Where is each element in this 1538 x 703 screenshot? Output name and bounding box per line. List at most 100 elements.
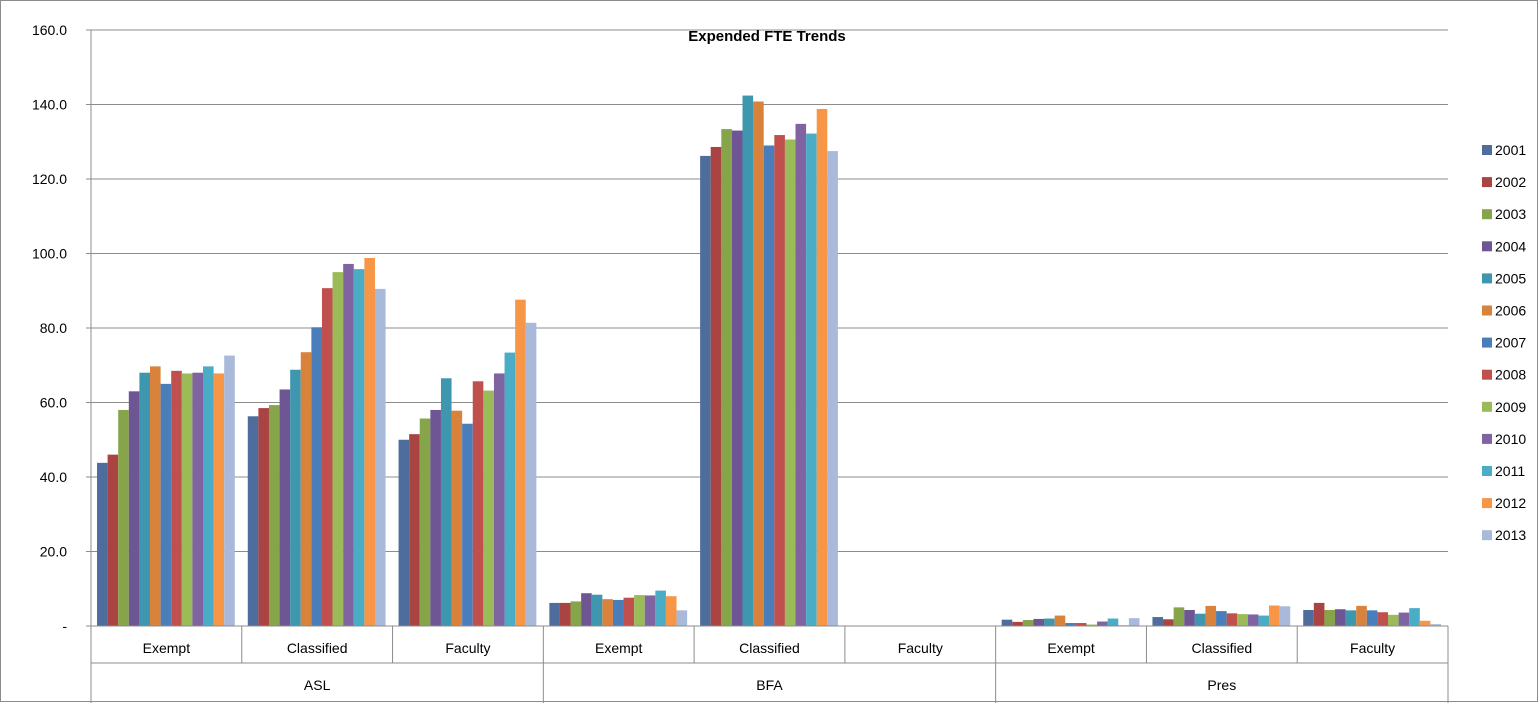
category-label: Exempt [595,640,643,656]
category-label: Faculty [898,640,943,656]
bar-2008-asl-exempt [171,370,182,626]
bar-2002-asl-exempt [107,454,119,626]
bar-2005-bfa-exempt [591,594,603,626]
bar-2007-pres-faculty [1366,610,1378,626]
bar-2007-bfa-classified [763,145,775,626]
category-label: Classified [287,640,348,656]
legend-label: 2003 [1495,206,1526,222]
legend-label: 2010 [1495,431,1526,447]
y-tick-label: 120.0 [32,171,67,187]
bar-2006-pres-faculty [1356,605,1367,626]
bar-2005-pres-classified [1194,613,1206,626]
bar-2009-bfa-classified [784,139,796,626]
y-tick-label: 160.0 [32,22,67,38]
legend-label: 2005 [1495,270,1526,286]
y-tick-label: 20.0 [40,544,67,560]
bar-2011-asl-classified [353,269,365,626]
y-tick-label: - [62,618,67,634]
bar-2001-asl-exempt [97,462,108,626]
legend: 2001 2002 2003 2004 2005 2006 2007 2008 2009 2010… [1482,142,1526,543]
bar-2004-bfa-exempt [581,593,592,626]
category-label: Exempt [1047,640,1095,656]
bar-2012-bfa-exempt [665,596,677,626]
bar-2005-asl-faculty [440,378,452,626]
bar-2009-bfa-exempt [634,595,645,626]
bar-2001-asl-classified [247,416,259,626]
bar-2003-pres-faculty [1324,609,1336,626]
bar-2008-bfa-exempt [623,597,635,626]
legend-swatch [1482,401,1492,412]
bar-2005-bfa-classified [742,95,754,626]
legend-label: 2004 [1495,238,1526,254]
bar-2004-pres-faculty [1335,609,1346,626]
bar-2006-bfa-classified [753,101,764,626]
bar-2002-bfa-classified [710,146,722,626]
bar-2009-asl-faculty [483,390,494,626]
y-tick-label: 80.0 [40,320,67,336]
bar-2004-pres-exempt [1033,618,1045,626]
bars [97,95,1442,627]
bar-2002-pres-exempt [1012,621,1023,626]
group-label: ASL [304,677,331,693]
bar-2013-asl-classified [374,288,386,626]
bar-2002-pres-classified [1163,619,1174,626]
y-tick-label: 140.0 [32,97,67,113]
legend-label: 2002 [1495,174,1526,190]
chart-title: Expended FTE Trends [688,28,846,45]
bar-2002-bfa-exempt [559,602,571,626]
bar-2008-pres-exempt [1075,623,1087,626]
bar-2005-pres-exempt [1044,618,1055,626]
bar-2010-asl-exempt [192,372,203,626]
bar-2013-asl-faculty [525,322,537,626]
bar-2003-pres-classified [1173,607,1185,626]
bar-2001-pres-faculty [1303,609,1314,626]
category-label: Faculty [1350,640,1395,656]
category-label: Classified [739,640,800,656]
bar-2006-pres-exempt [1054,615,1066,626]
bar-2012-bfa-classified [816,108,828,627]
legend-label: 2012 [1495,495,1526,511]
bar-2006-asl-faculty [451,410,463,626]
bar-2007-asl-faculty [462,423,473,626]
category-label: Exempt [143,640,191,656]
bar-2010-asl-faculty [493,373,505,626]
legend-swatch [1482,530,1492,541]
bar-2012-pres-faculty [1419,620,1431,626]
legend-swatch [1482,241,1492,252]
bar-2012-asl-exempt [213,373,225,626]
bar-2008-asl-faculty [472,381,484,626]
bar-2001-pres-exempt [1001,619,1013,626]
bar-2008-pres-faculty [1377,612,1389,626]
bar-2011-bfa-exempt [655,590,666,626]
bar-2010-pres-faculty [1398,612,1410,626]
bar-2011-pres-exempt [1107,618,1119,626]
bar-2010-bfa-exempt [644,595,656,626]
bar-2003-asl-classified [268,405,280,626]
bar-2001-bfa-classified [700,155,711,626]
bar-2011-asl-faculty [504,352,516,626]
category-label: Classified [1191,640,1252,656]
axes: - 20.0 40.0 60.0 80.0 100.0 120.0 140.0 160.0 Exe… [32,22,1449,703]
group-label: BFA [756,677,783,693]
bar-2007-pres-exempt [1065,623,1076,626]
bar-2008-bfa-classified [774,135,785,627]
legend-label: 2006 [1495,303,1526,319]
bar-2002-pres-faculty [1313,602,1325,626]
group-label: Pres [1207,677,1236,693]
bar-2006-asl-classified [300,352,312,626]
legend-label: 2009 [1495,399,1526,415]
bar-2009-pres-classified [1237,614,1248,626]
bar-2012-pres-classified [1269,605,1280,626]
bar-2007-bfa-exempt [612,599,624,626]
legend-swatch [1482,305,1492,316]
legend-swatch [1482,177,1492,188]
bar-2011-pres-classified [1258,615,1270,626]
category-label: Faculty [445,640,490,656]
bar-2008-pres-classified [1226,613,1238,626]
bar-2010-asl-classified [343,263,354,626]
bar-2013-pres-faculty [1430,624,1442,626]
bar-2013-bfa-classified [827,151,838,626]
legend-label: 2013 [1495,527,1526,543]
bar-2003-pres-exempt [1022,620,1034,626]
